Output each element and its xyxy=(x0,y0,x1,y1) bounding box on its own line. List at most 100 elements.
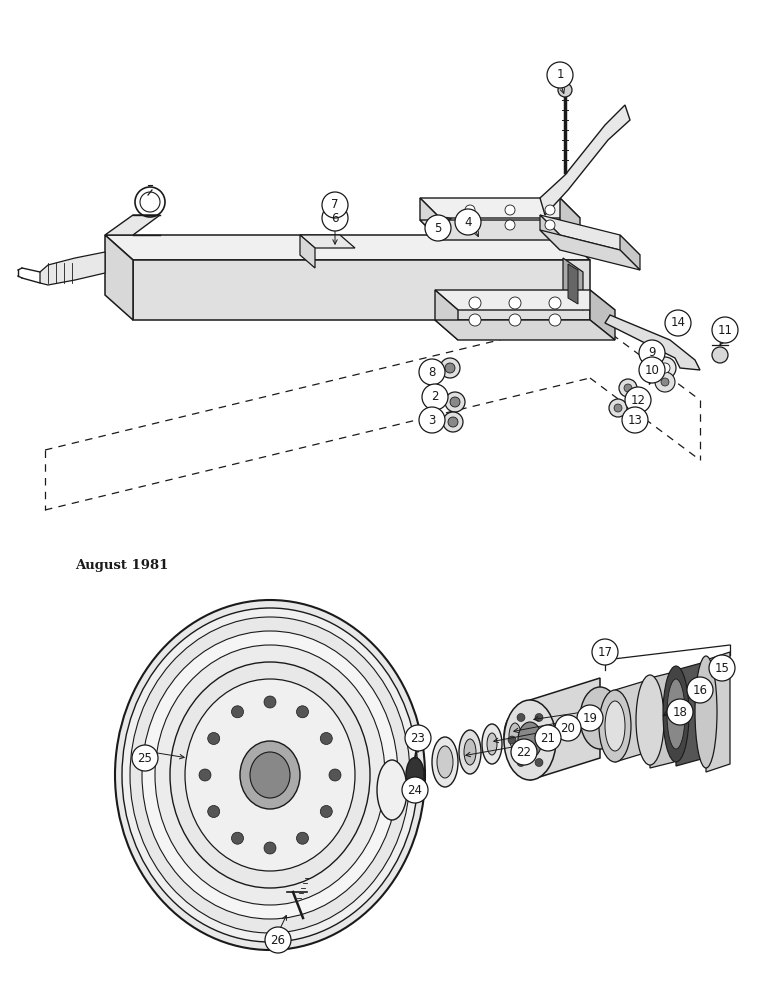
Text: 25: 25 xyxy=(137,752,152,764)
Polygon shape xyxy=(530,678,600,780)
Ellipse shape xyxy=(432,737,458,787)
Circle shape xyxy=(661,378,669,386)
Circle shape xyxy=(660,363,670,373)
Circle shape xyxy=(517,713,525,721)
Ellipse shape xyxy=(250,752,290,798)
Polygon shape xyxy=(620,235,640,270)
Polygon shape xyxy=(435,290,615,310)
Circle shape xyxy=(440,358,460,378)
Circle shape xyxy=(549,297,561,309)
Text: 3: 3 xyxy=(428,414,435,426)
Ellipse shape xyxy=(240,741,300,809)
Text: 23: 23 xyxy=(411,732,425,744)
Text: August 1981: August 1981 xyxy=(75,558,168,572)
Polygon shape xyxy=(568,264,578,304)
Polygon shape xyxy=(300,235,355,248)
Circle shape xyxy=(320,732,332,744)
Ellipse shape xyxy=(518,722,542,758)
Circle shape xyxy=(577,705,603,731)
Ellipse shape xyxy=(509,723,521,749)
Text: 10: 10 xyxy=(645,363,659,376)
Circle shape xyxy=(544,736,552,744)
Circle shape xyxy=(405,725,431,751)
Circle shape xyxy=(535,759,543,767)
Text: 21: 21 xyxy=(540,732,556,744)
Circle shape xyxy=(709,655,735,681)
Circle shape xyxy=(208,732,220,744)
Circle shape xyxy=(511,739,537,765)
Circle shape xyxy=(545,205,555,215)
Text: 7: 7 xyxy=(331,198,339,212)
Circle shape xyxy=(425,215,451,241)
Circle shape xyxy=(232,706,243,718)
Ellipse shape xyxy=(487,733,497,755)
Ellipse shape xyxy=(142,631,398,919)
Text: 19: 19 xyxy=(583,712,598,724)
Circle shape xyxy=(622,407,648,433)
Ellipse shape xyxy=(406,758,424,792)
Polygon shape xyxy=(133,260,590,320)
Circle shape xyxy=(465,205,475,215)
Text: 20: 20 xyxy=(560,722,575,734)
Text: 8: 8 xyxy=(428,365,435,378)
Circle shape xyxy=(555,715,581,741)
Circle shape xyxy=(509,297,521,309)
Circle shape xyxy=(469,314,481,326)
Polygon shape xyxy=(435,290,458,340)
Text: 11: 11 xyxy=(717,324,733,336)
Circle shape xyxy=(322,205,348,231)
Ellipse shape xyxy=(663,666,689,762)
Circle shape xyxy=(469,297,481,309)
Polygon shape xyxy=(590,290,615,340)
Circle shape xyxy=(509,314,521,326)
Circle shape xyxy=(329,769,341,781)
Circle shape xyxy=(609,399,627,417)
Circle shape xyxy=(639,340,665,366)
Circle shape xyxy=(558,83,572,97)
Circle shape xyxy=(687,677,713,703)
Text: 22: 22 xyxy=(516,746,531,758)
Circle shape xyxy=(445,363,455,373)
Circle shape xyxy=(419,407,445,433)
Text: 6: 6 xyxy=(331,212,339,225)
Polygon shape xyxy=(40,252,105,285)
Text: 12: 12 xyxy=(631,393,645,406)
Circle shape xyxy=(265,927,291,953)
Circle shape xyxy=(402,777,428,803)
Circle shape xyxy=(199,769,211,781)
Circle shape xyxy=(535,713,543,721)
Ellipse shape xyxy=(170,662,370,888)
Ellipse shape xyxy=(185,679,355,871)
Circle shape xyxy=(619,379,637,397)
Text: 26: 26 xyxy=(270,934,286,946)
Circle shape xyxy=(625,387,651,413)
Ellipse shape xyxy=(130,617,410,933)
Text: 14: 14 xyxy=(671,316,686,330)
Circle shape xyxy=(296,832,309,844)
Circle shape xyxy=(712,347,728,363)
Circle shape xyxy=(465,220,475,230)
Circle shape xyxy=(547,62,573,88)
Circle shape xyxy=(614,404,622,412)
Polygon shape xyxy=(420,198,580,218)
Circle shape xyxy=(264,696,276,708)
Circle shape xyxy=(592,639,618,665)
Ellipse shape xyxy=(605,701,625,751)
Text: 1: 1 xyxy=(557,68,564,82)
Ellipse shape xyxy=(464,739,476,765)
Ellipse shape xyxy=(482,724,502,764)
Circle shape xyxy=(667,699,693,725)
Circle shape xyxy=(545,220,555,230)
Circle shape xyxy=(655,372,675,392)
Polygon shape xyxy=(605,315,700,370)
Text: 24: 24 xyxy=(408,784,422,796)
Circle shape xyxy=(320,806,332,818)
Polygon shape xyxy=(105,235,590,260)
Circle shape xyxy=(296,706,309,718)
Polygon shape xyxy=(650,672,674,768)
Polygon shape xyxy=(540,215,560,250)
Ellipse shape xyxy=(377,760,407,820)
Polygon shape xyxy=(300,235,315,268)
Text: 15: 15 xyxy=(715,662,730,674)
Circle shape xyxy=(232,832,243,844)
